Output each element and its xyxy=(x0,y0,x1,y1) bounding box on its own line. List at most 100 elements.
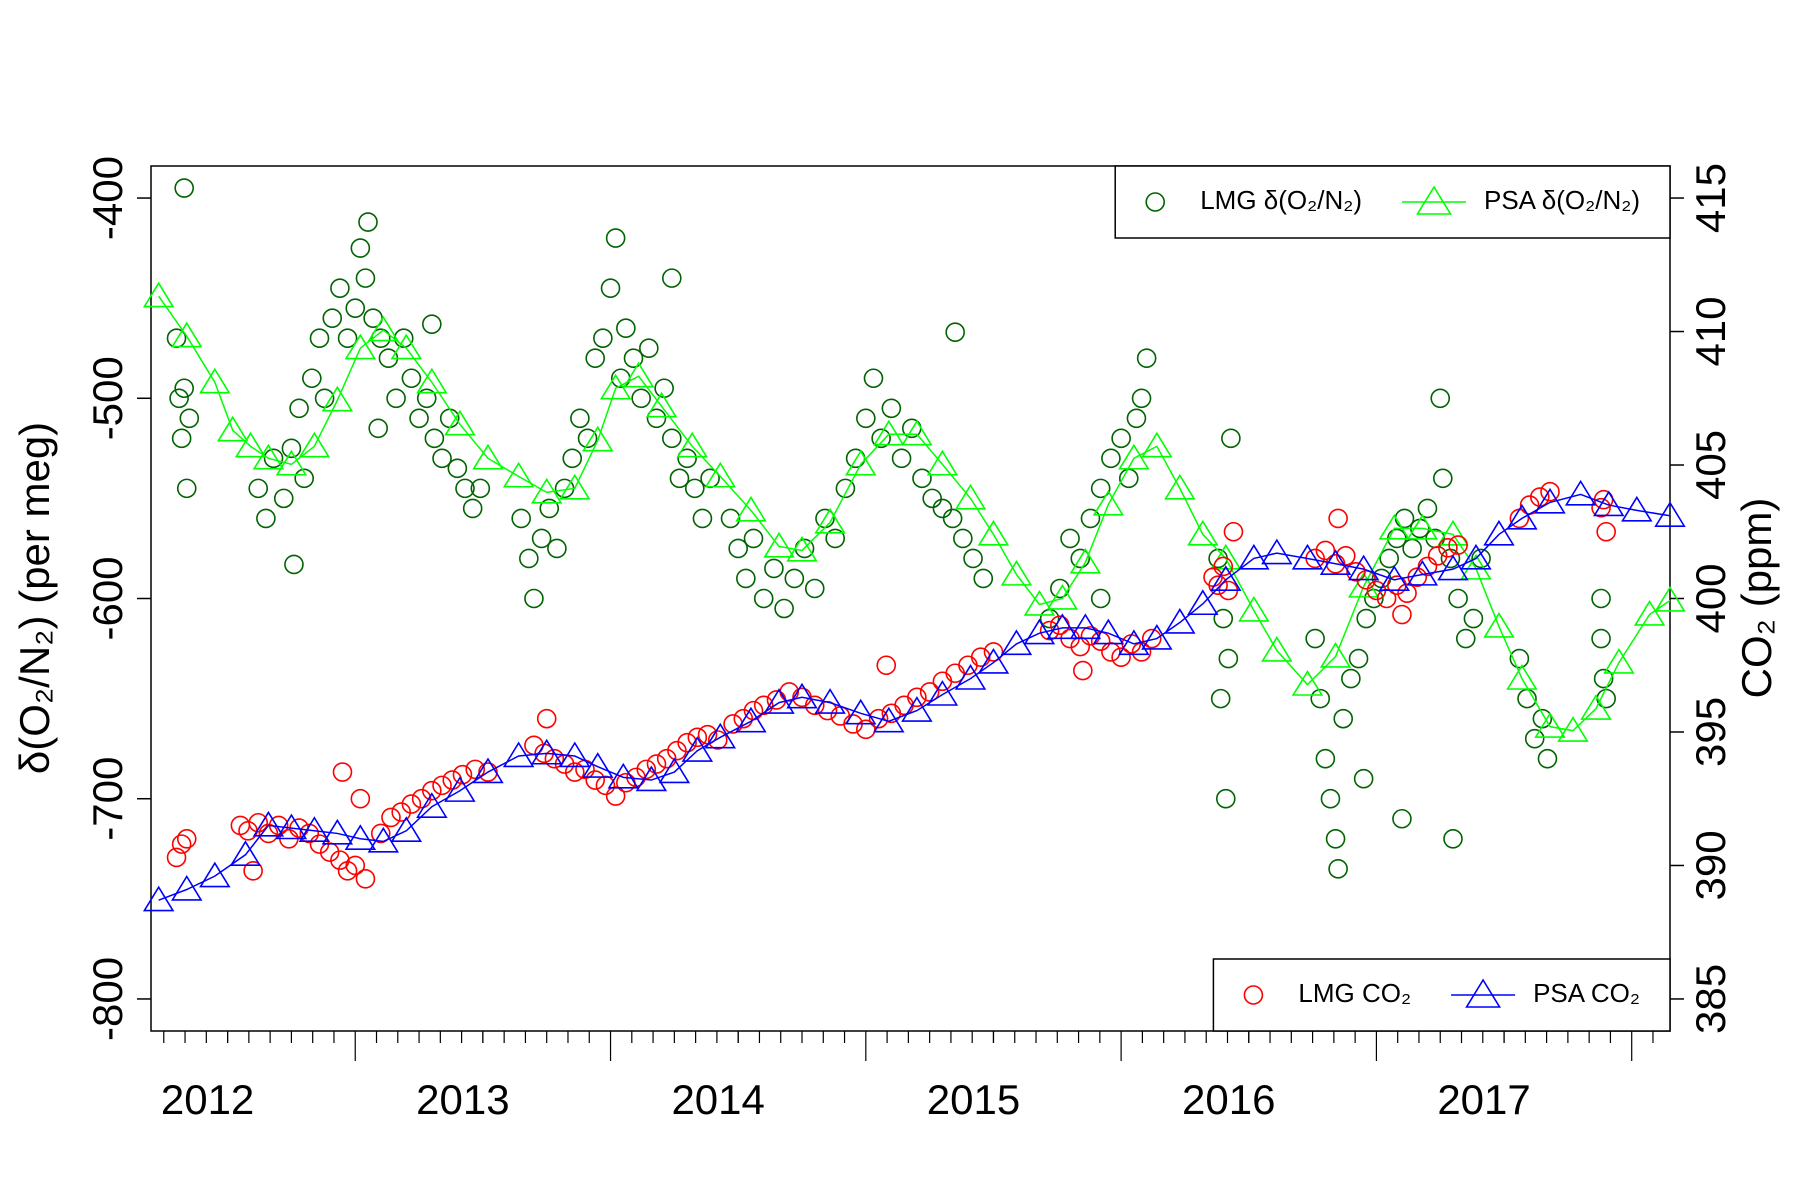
triangle-marker xyxy=(1483,611,1515,638)
circle-marker xyxy=(1101,448,1121,469)
circle-marker xyxy=(1356,608,1376,629)
x-tick-label: 2013 xyxy=(416,1076,509,1123)
circle-marker xyxy=(1111,647,1131,668)
triangle-marker xyxy=(530,738,563,765)
triangle-marker xyxy=(622,361,655,388)
triangle-marker xyxy=(1564,479,1597,506)
circle-marker xyxy=(1328,508,1348,529)
circle-marker xyxy=(289,398,309,419)
plot-area xyxy=(142,178,1686,912)
triangle-marker xyxy=(582,425,614,452)
circle-marker xyxy=(284,554,304,575)
circle-marker xyxy=(322,308,343,328)
circle-marker xyxy=(401,794,422,814)
circle-marker xyxy=(1310,688,1331,709)
circle-marker xyxy=(894,695,914,716)
triangle-marker xyxy=(1557,716,1589,742)
triangle-marker xyxy=(1580,694,1612,720)
circle-marker xyxy=(1208,575,1228,595)
circle-marker xyxy=(1221,428,1241,449)
circle-marker xyxy=(544,748,565,769)
circle-marker xyxy=(595,775,616,796)
triangle-marker xyxy=(275,813,308,840)
circle-marker xyxy=(432,448,452,469)
circle-marker xyxy=(692,508,713,529)
triangle-marker xyxy=(763,688,795,714)
triangle-marker xyxy=(607,762,640,789)
circle-marker xyxy=(368,418,389,439)
triangle-marker xyxy=(844,698,877,725)
circle-marker xyxy=(171,428,192,449)
circle-marker xyxy=(919,682,940,702)
triangle-marker xyxy=(444,409,476,436)
triangle-marker xyxy=(1291,543,1324,570)
circle-marker xyxy=(330,278,350,298)
y-tick-label: -800 xyxy=(84,957,131,1041)
triangle-marker xyxy=(1621,495,1653,522)
triangle-marker xyxy=(977,648,1010,674)
circle-marker xyxy=(891,448,912,469)
circle-marker xyxy=(753,695,774,716)
circle-marker xyxy=(432,775,452,796)
triangle-marker xyxy=(1483,519,1515,546)
circle-marker xyxy=(687,727,708,748)
legend-symbol xyxy=(1243,985,1264,1005)
circle-marker xyxy=(1315,748,1336,769)
circle-marker xyxy=(661,428,682,449)
triangle-marker xyxy=(926,680,959,706)
circle-marker xyxy=(176,828,197,849)
triangle-marker xyxy=(1069,613,1102,640)
triangle-marker xyxy=(599,373,632,400)
triangle-marker xyxy=(171,874,203,901)
circle-marker xyxy=(1039,620,1060,641)
triangle-marker xyxy=(814,688,846,714)
triangle-marker xyxy=(645,391,678,418)
triangle-marker xyxy=(252,443,285,470)
triangle-marker xyxy=(1506,664,1538,690)
triangle-marker xyxy=(1378,565,1411,592)
triangle-marker xyxy=(416,367,448,394)
circle-marker xyxy=(179,408,200,429)
circle-marker xyxy=(605,228,626,248)
legend: LMG CO₂ PSA CO₂ xyxy=(1212,958,1671,1032)
triangle-marker xyxy=(502,741,535,768)
circle-marker xyxy=(1443,828,1463,849)
legend-label: PSA δ(O₂/N₂) xyxy=(1484,185,1640,215)
triangle-marker xyxy=(1261,636,1293,662)
circle-marker xyxy=(856,408,876,429)
circle-marker xyxy=(174,178,194,198)
circle-marker xyxy=(945,322,965,342)
circle-marker xyxy=(784,568,805,589)
triangle-marker xyxy=(1319,549,1352,575)
circle-marker xyxy=(345,298,366,318)
circle-marker xyxy=(1305,628,1325,649)
circle-marker xyxy=(411,788,432,809)
circle-marker xyxy=(577,428,598,449)
circle-marker xyxy=(465,759,486,780)
triangle-marker xyxy=(873,706,905,733)
circle-marker xyxy=(1126,408,1147,429)
circle-marker xyxy=(912,468,932,489)
circle-marker xyxy=(1073,660,1093,681)
circle-marker xyxy=(932,498,953,519)
circle-marker xyxy=(720,508,741,529)
circle-marker xyxy=(1213,608,1234,629)
circle-marker xyxy=(401,368,422,389)
triangle-marker xyxy=(704,461,737,488)
circle-marker xyxy=(585,770,606,790)
circle-marker xyxy=(562,448,583,469)
circle-marker xyxy=(519,548,539,569)
circle-marker xyxy=(452,764,473,785)
y2-tick-label: 390 xyxy=(1687,830,1734,900)
circle-marker xyxy=(294,468,314,489)
triangle-marker xyxy=(1141,431,1173,458)
triangle-marker xyxy=(416,792,448,818)
circle-marker xyxy=(263,448,284,469)
circle-marker xyxy=(973,568,994,589)
triangle-marker xyxy=(1406,513,1439,540)
circle-marker xyxy=(332,762,353,782)
circle-marker xyxy=(462,498,483,519)
circle-marker xyxy=(422,780,442,801)
circle-marker xyxy=(1210,688,1231,709)
